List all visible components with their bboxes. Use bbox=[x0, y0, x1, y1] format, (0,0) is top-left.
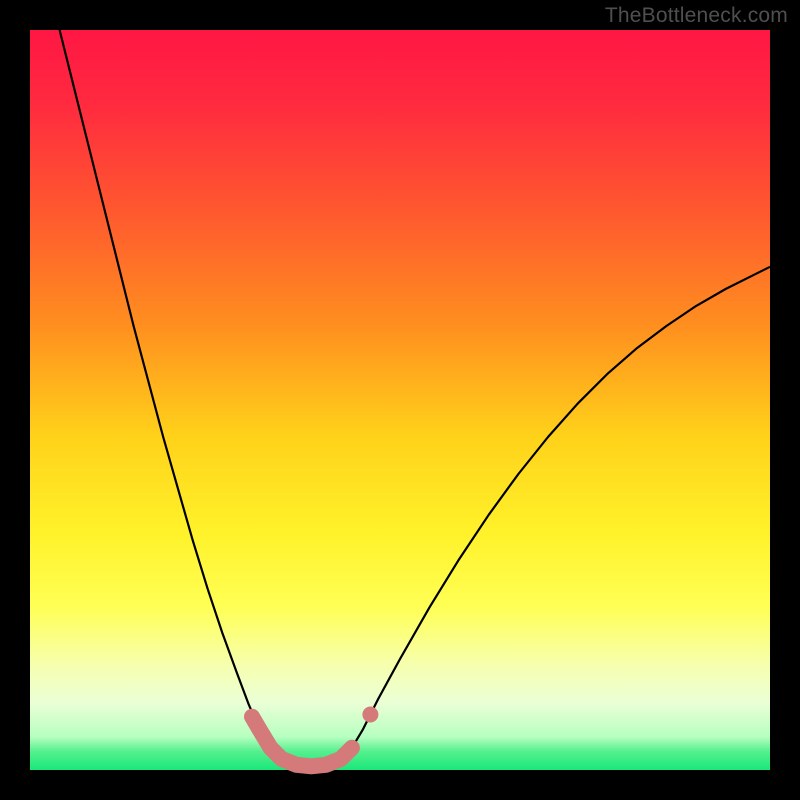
bottleneck-chart bbox=[0, 0, 800, 800]
chart-frame: TheBottleneck.com bbox=[0, 0, 800, 800]
optimal-range-end-marker bbox=[362, 707, 378, 723]
watermark-text: TheBottleneck.com bbox=[605, 4, 788, 28]
